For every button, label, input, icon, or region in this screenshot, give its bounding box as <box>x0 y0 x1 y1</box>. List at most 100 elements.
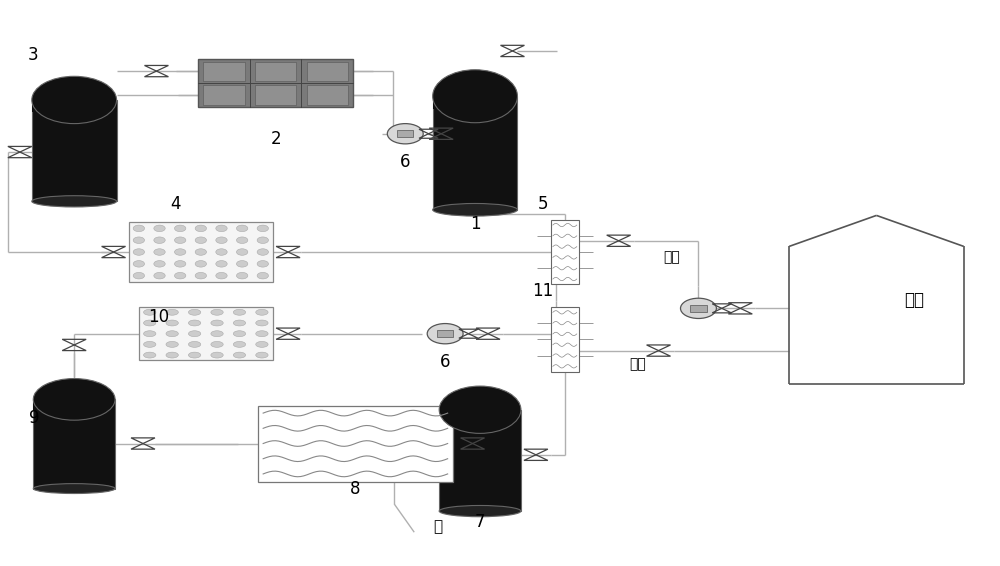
FancyBboxPatch shape <box>198 59 353 107</box>
FancyBboxPatch shape <box>255 62 296 81</box>
Ellipse shape <box>216 272 227 279</box>
Ellipse shape <box>233 320 246 326</box>
Ellipse shape <box>211 341 223 348</box>
Ellipse shape <box>439 386 521 434</box>
FancyBboxPatch shape <box>690 305 707 312</box>
FancyBboxPatch shape <box>32 100 117 201</box>
Ellipse shape <box>433 203 517 216</box>
Ellipse shape <box>256 320 268 326</box>
Ellipse shape <box>33 379 115 420</box>
Ellipse shape <box>154 272 165 279</box>
FancyBboxPatch shape <box>33 400 115 410</box>
FancyBboxPatch shape <box>439 410 521 422</box>
Ellipse shape <box>133 249 145 255</box>
Ellipse shape <box>166 331 178 337</box>
Ellipse shape <box>257 225 268 231</box>
Text: 电: 电 <box>434 519 443 534</box>
Ellipse shape <box>154 237 165 243</box>
Ellipse shape <box>236 237 248 243</box>
Ellipse shape <box>188 352 201 358</box>
Ellipse shape <box>174 249 186 255</box>
Ellipse shape <box>166 320 178 326</box>
Ellipse shape <box>133 237 145 243</box>
FancyBboxPatch shape <box>307 62 348 81</box>
Text: 7: 7 <box>475 513 485 531</box>
FancyBboxPatch shape <box>203 62 245 81</box>
Text: 6: 6 <box>400 153 411 171</box>
Ellipse shape <box>236 272 248 279</box>
Ellipse shape <box>188 310 201 315</box>
Ellipse shape <box>439 505 521 517</box>
FancyBboxPatch shape <box>551 307 579 372</box>
FancyBboxPatch shape <box>255 85 296 105</box>
Ellipse shape <box>154 249 165 255</box>
Ellipse shape <box>236 260 248 267</box>
FancyBboxPatch shape <box>258 405 453 482</box>
FancyBboxPatch shape <box>203 85 245 105</box>
Ellipse shape <box>195 225 207 231</box>
Text: 9: 9 <box>29 409 40 427</box>
Ellipse shape <box>211 331 223 337</box>
Text: 10: 10 <box>148 308 170 326</box>
Text: 5: 5 <box>538 195 548 213</box>
Ellipse shape <box>233 310 246 315</box>
Ellipse shape <box>257 249 268 255</box>
Ellipse shape <box>154 260 165 267</box>
Ellipse shape <box>216 237 227 243</box>
Ellipse shape <box>174 272 186 279</box>
Text: 4: 4 <box>171 195 181 213</box>
FancyBboxPatch shape <box>129 222 273 282</box>
Ellipse shape <box>144 352 156 358</box>
Ellipse shape <box>166 341 178 348</box>
Ellipse shape <box>144 320 156 326</box>
Ellipse shape <box>233 352 246 358</box>
Ellipse shape <box>188 341 201 348</box>
Text: 冷水: 冷水 <box>663 251 680 265</box>
Text: 2: 2 <box>270 130 281 148</box>
Text: 1: 1 <box>470 215 480 233</box>
Ellipse shape <box>195 260 207 267</box>
Ellipse shape <box>174 225 186 231</box>
Ellipse shape <box>256 341 268 348</box>
Ellipse shape <box>133 225 145 231</box>
FancyBboxPatch shape <box>307 85 348 105</box>
FancyBboxPatch shape <box>433 96 517 109</box>
Ellipse shape <box>433 70 517 123</box>
Ellipse shape <box>216 249 227 255</box>
Ellipse shape <box>211 320 223 326</box>
Ellipse shape <box>216 225 227 231</box>
FancyBboxPatch shape <box>33 400 115 488</box>
Ellipse shape <box>154 225 165 231</box>
FancyBboxPatch shape <box>437 330 453 337</box>
Ellipse shape <box>236 225 248 231</box>
Ellipse shape <box>144 341 156 348</box>
Ellipse shape <box>166 310 178 315</box>
Ellipse shape <box>144 310 156 315</box>
Text: 6: 6 <box>440 353 450 371</box>
Text: 热水: 热水 <box>629 358 646 372</box>
Ellipse shape <box>233 341 246 348</box>
Ellipse shape <box>257 272 268 279</box>
Ellipse shape <box>166 352 178 358</box>
FancyBboxPatch shape <box>139 307 273 361</box>
FancyBboxPatch shape <box>551 220 579 284</box>
Ellipse shape <box>233 331 246 337</box>
Ellipse shape <box>257 260 268 267</box>
Ellipse shape <box>195 249 207 255</box>
Ellipse shape <box>188 320 201 326</box>
Ellipse shape <box>195 272 207 279</box>
Circle shape <box>680 298 716 319</box>
Ellipse shape <box>174 237 186 243</box>
FancyBboxPatch shape <box>439 410 521 511</box>
Ellipse shape <box>33 483 115 494</box>
FancyBboxPatch shape <box>32 100 117 112</box>
Ellipse shape <box>144 331 156 337</box>
Ellipse shape <box>195 237 207 243</box>
Text: 11: 11 <box>532 282 554 301</box>
Ellipse shape <box>133 260 145 267</box>
Ellipse shape <box>216 260 227 267</box>
FancyBboxPatch shape <box>433 96 517 210</box>
Ellipse shape <box>32 76 117 123</box>
Ellipse shape <box>32 196 117 207</box>
Ellipse shape <box>256 352 268 358</box>
